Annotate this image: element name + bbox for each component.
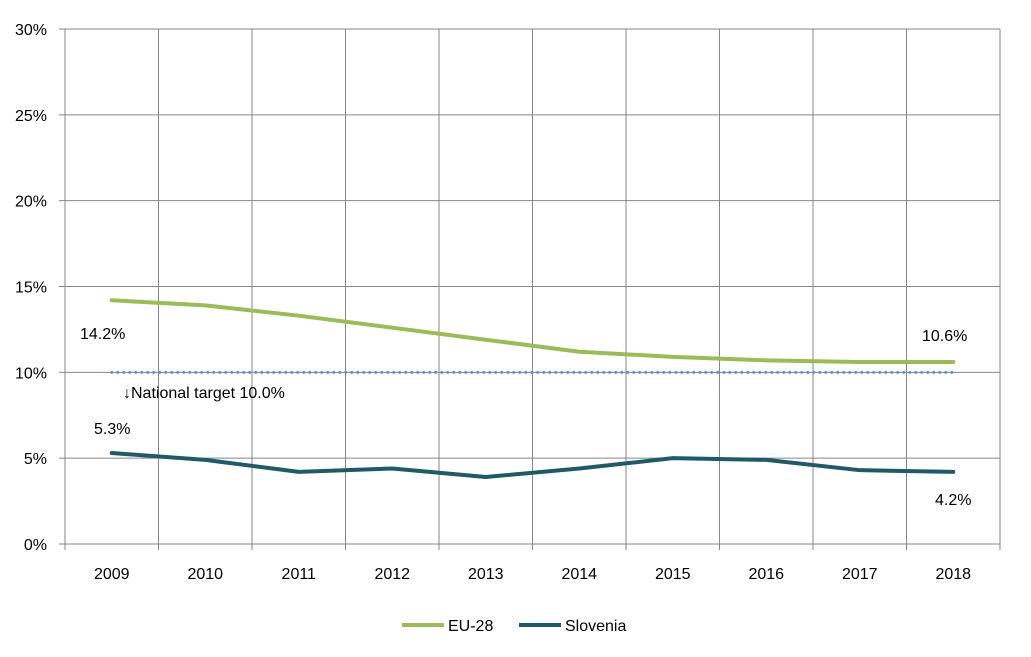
x-tick-label: 2010 bbox=[187, 566, 223, 583]
x-tick-label: 2015 bbox=[655, 566, 691, 583]
x-tick-label: 2014 bbox=[561, 566, 597, 583]
y-tick-label: 20% bbox=[15, 194, 47, 211]
y-tick-label: 15% bbox=[15, 280, 47, 297]
y-tick-label: 10% bbox=[15, 365, 47, 382]
x-tick-label: 2016 bbox=[748, 566, 784, 583]
x-tick-label: 2012 bbox=[374, 566, 410, 583]
legend-label: EU-28 bbox=[448, 618, 493, 635]
data-label: 14.2% bbox=[80, 326, 125, 343]
x-tick-label: 2018 bbox=[935, 566, 971, 583]
data-label: 5.3% bbox=[94, 421, 130, 438]
legend-label: Slovenia bbox=[565, 618, 626, 635]
y-tick-label: 25% bbox=[15, 108, 47, 125]
x-tick-label: 2013 bbox=[468, 566, 504, 583]
x-tick-label: 2009 bbox=[94, 566, 130, 583]
data-label: 10.6% bbox=[922, 328, 967, 345]
series-line-slovenia bbox=[109, 451, 956, 480]
x-tick-label: 2011 bbox=[282, 566, 317, 583]
data-label: 4.2% bbox=[935, 492, 971, 509]
series-line-eu-28 bbox=[109, 298, 956, 365]
y-tick-label: 0% bbox=[24, 537, 47, 554]
y-tick-label: 5% bbox=[24, 451, 47, 468]
x-tick-label: 2017 bbox=[842, 566, 878, 583]
y-tick-label: 30% bbox=[15, 22, 47, 39]
national-target-label: ↓National target 10.0% bbox=[123, 385, 285, 402]
